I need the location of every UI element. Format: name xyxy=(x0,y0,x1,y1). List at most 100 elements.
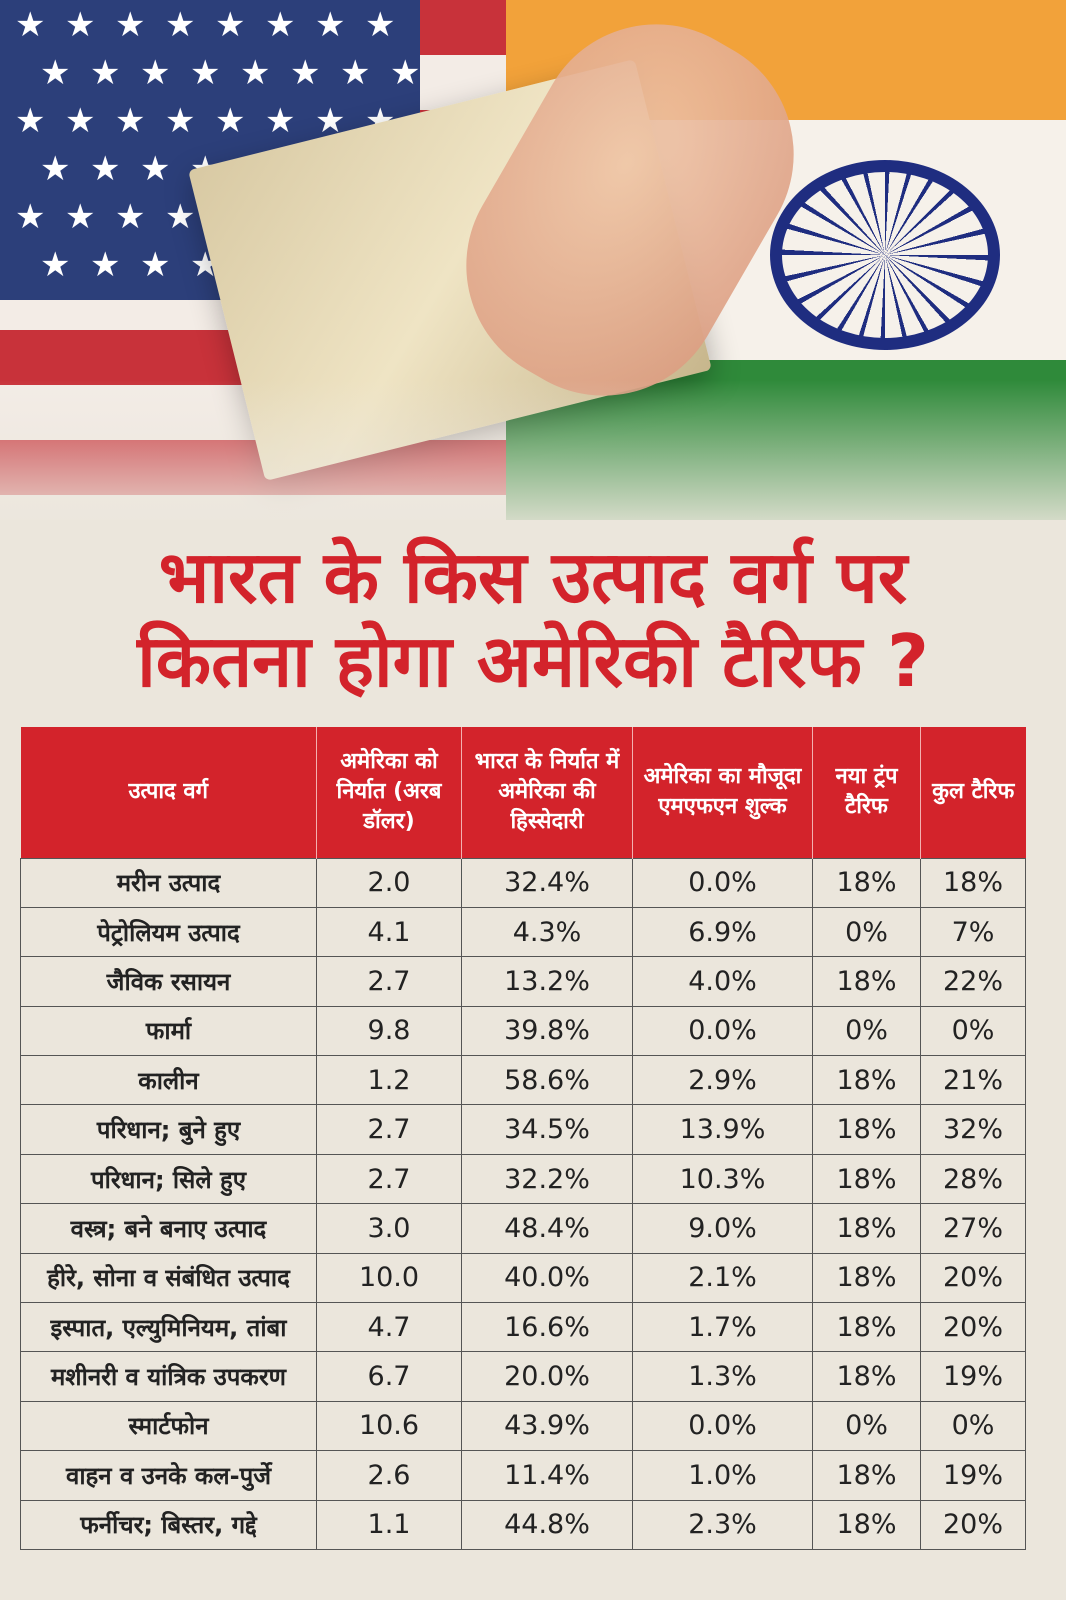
column-header: कुल टैरिफ xyxy=(920,727,1026,858)
table-row: हीरे, सोना व संबंधित उत्पाद 10.0 40.0% 2.1%… xyxy=(20,1252,1026,1304)
value-cell: 18% xyxy=(812,1499,921,1550)
value-cell: 0% xyxy=(812,1005,921,1057)
value-cell: 0.0% xyxy=(632,857,813,908)
value-cell: 2.7 xyxy=(316,956,462,1007)
value-cell: 18% xyxy=(812,1055,921,1106)
value-cell: 0.0% xyxy=(632,1005,813,1057)
value-cell: 0% xyxy=(920,1400,1026,1452)
table-row: कालीन 1.2 58.6% 2.9% 18% 21% xyxy=(20,1055,1026,1106)
category-cell: मरीन उत्पाद xyxy=(20,857,317,908)
value-cell: 2.7 xyxy=(316,1153,462,1205)
table-row: मशीनरी व यांत्रिक उपकरण 6.7 20.0% 1.3% 18% 19… xyxy=(20,1351,1026,1402)
category-cell: स्मार्टफोन xyxy=(20,1400,317,1452)
star-icon: ★ xyxy=(115,197,146,237)
value-cell: 18% xyxy=(812,1252,921,1304)
value-cell: 28% xyxy=(920,1153,1026,1205)
value-cell: 0% xyxy=(920,1005,1026,1057)
value-cell: 2.9% xyxy=(632,1055,813,1106)
value-cell: 34.5% xyxy=(461,1104,633,1155)
column-header: अमेरिका का मौजूदा एमएफएन शुल्क xyxy=(632,727,813,858)
star-icon: ★ xyxy=(140,53,171,93)
value-cell: 19% xyxy=(920,1450,1026,1501)
value-cell: 58.6% xyxy=(461,1055,633,1106)
value-cell: 48.4% xyxy=(461,1203,633,1254)
value-cell: 2.6 xyxy=(316,1450,462,1501)
value-cell: 4.7 xyxy=(316,1302,462,1353)
value-cell: 1.7% xyxy=(632,1302,813,1353)
star-icon: ★ xyxy=(215,101,246,141)
value-cell: 18% xyxy=(920,857,1026,908)
category-cell: इस्पात, एल्युमिनियम, तांबा xyxy=(20,1302,317,1353)
star-icon: ★ xyxy=(265,101,296,141)
value-cell: 1.1 xyxy=(316,1499,462,1550)
page-title: भारत के किस उत्पाद वर्ग पर कितना होगा अम… xyxy=(0,535,1066,703)
table-row: वस्त्र; बने बनाए उत्पाद 3.0 48.4% 9.0% 18% 27… xyxy=(20,1203,1026,1254)
value-cell: 10.3% xyxy=(632,1153,813,1205)
value-cell: 18% xyxy=(812,1104,921,1155)
value-cell: 1.0% xyxy=(632,1450,813,1501)
star-icon: ★ xyxy=(65,5,96,45)
star-icon: ★ xyxy=(40,245,71,285)
category-cell: पेट्रोलियम उत्पाद xyxy=(20,906,317,958)
star-icon: ★ xyxy=(90,53,121,93)
star-icon: ★ xyxy=(90,149,121,189)
value-cell: 4.0% xyxy=(632,956,813,1007)
category-cell: फार्मा xyxy=(20,1005,317,1057)
value-cell: 9.8 xyxy=(316,1005,462,1057)
column-header: भारत के निर्यात में अमेरिका की हिस्सेदार… xyxy=(461,727,633,858)
star-icon: ★ xyxy=(15,5,46,45)
star-icon: ★ xyxy=(115,101,146,141)
star-icon: ★ xyxy=(140,149,171,189)
table-row: वाहन व उनके कल-पुर्जे 2.6 11.4% 1.0% 18% 19% xyxy=(20,1450,1026,1501)
star-icon: ★ xyxy=(165,5,196,45)
category-cell: हीरे, सोना व संबंधित उत्पाद xyxy=(20,1252,317,1304)
ashoka-chakra-image xyxy=(770,160,1000,350)
value-cell: 32% xyxy=(920,1104,1026,1155)
value-cell: 16.6% xyxy=(461,1302,633,1353)
star-icon: ★ xyxy=(40,53,71,93)
value-cell: 18% xyxy=(812,956,921,1007)
star-icon: ★ xyxy=(165,101,196,141)
star-icon: ★ xyxy=(65,197,96,237)
table-row: स्मार्टफोन 10.6 43.9% 0.0% 0% 0% xyxy=(20,1400,1026,1452)
value-cell: 40.0% xyxy=(461,1252,633,1304)
category-cell: वाहन व उनके कल-पुर्जे xyxy=(20,1450,317,1501)
value-cell: 27% xyxy=(920,1203,1026,1254)
table-row: फार्मा 9.8 39.8% 0.0% 0% 0% xyxy=(20,1005,1026,1057)
value-cell: 1.2 xyxy=(316,1055,462,1106)
value-cell: 18% xyxy=(812,1450,921,1501)
value-cell: 20% xyxy=(920,1252,1026,1304)
value-cell: 4.1 xyxy=(316,906,462,958)
star-icon: ★ xyxy=(215,5,246,45)
value-cell: 3.0 xyxy=(316,1203,462,1254)
value-cell: 4.3% xyxy=(461,906,633,958)
value-cell: 20% xyxy=(920,1302,1026,1353)
value-cell: 7% xyxy=(920,906,1026,958)
table-row: इस्पात, एल्युमिनियम, तांबा 4.7 16.6% 1.7% 18… xyxy=(20,1302,1026,1353)
star-icon: ★ xyxy=(140,245,171,285)
column-header: अमेरिका को निर्यात (अरब डॉलर) xyxy=(316,727,462,858)
category-cell: मशीनरी व यांत्रिक उपकरण xyxy=(20,1351,317,1402)
value-cell: 0% xyxy=(812,906,921,958)
title-line-1: भारत के किस उत्पाद वर्ग पर xyxy=(158,535,908,619)
value-cell: 18% xyxy=(812,1203,921,1254)
table-row: मरीन उत्पाद 2.0 32.4% 0.0% 18% 18% xyxy=(20,857,1026,908)
table-row: परिधान; बुने हुए 2.7 34.5% 13.9% 18% 32% xyxy=(20,1104,1026,1155)
value-cell: 21% xyxy=(920,1055,1026,1106)
value-cell: 6.9% xyxy=(632,906,813,958)
star-icon: ★ xyxy=(340,53,371,93)
hero-image: ★★★★★★★★★★★★★★★★★★★★★★★★★★★★★★★★★★★★★★★★… xyxy=(0,0,1066,540)
star-icon: ★ xyxy=(265,5,296,45)
value-cell: 11.4% xyxy=(461,1450,633,1501)
value-cell: 18% xyxy=(812,857,921,908)
value-cell: 13.2% xyxy=(461,956,633,1007)
value-cell: 2.3% xyxy=(632,1499,813,1550)
tariff-table: उत्पाद वर्ग अमेरिका को निर्यात (अरब डॉलर)… xyxy=(20,727,1026,1550)
star-icon: ★ xyxy=(290,53,321,93)
star-icon: ★ xyxy=(365,5,396,45)
value-cell: 0.0% xyxy=(632,1400,813,1452)
column-header: नया ट्रंप टैरिफ xyxy=(812,727,921,858)
star-icon: ★ xyxy=(15,101,46,141)
star-icon: ★ xyxy=(15,197,46,237)
star-icon: ★ xyxy=(390,53,421,93)
